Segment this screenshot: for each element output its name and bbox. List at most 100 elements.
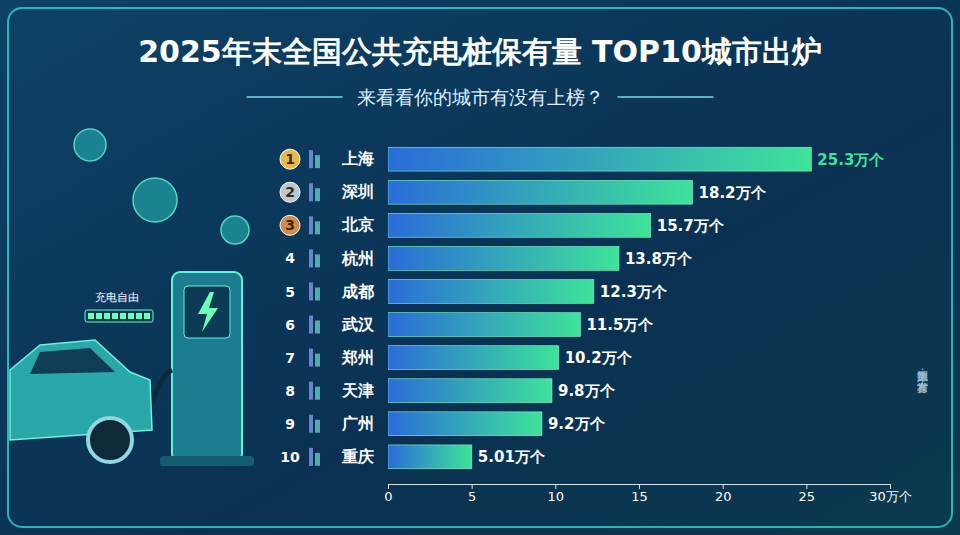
- tick: 5: [468, 484, 476, 504]
- category-label: 深圳: [341, 182, 374, 201]
- tick: 20: [715, 484, 732, 504]
- data-label: 9.2万个: [548, 415, 606, 433]
- tick-label: 10: [548, 489, 565, 504]
- rank: 5: [285, 284, 295, 300]
- tick: 15: [631, 484, 648, 504]
- battery-cell: [128, 313, 134, 319]
- rank: 8: [285, 383, 295, 399]
- title: 2025年末全国公共充电桩保有量 TOP10城市出炉: [138, 34, 822, 69]
- battery-cell: [144, 313, 150, 319]
- city-icon: [309, 183, 313, 201]
- icon-bubble: [221, 216, 249, 244]
- frame: [8, 8, 952, 527]
- subtitle-rule: [618, 96, 714, 98]
- rank: 7: [285, 350, 295, 366]
- charger-base: [160, 456, 254, 466]
- bar: [388, 213, 651, 237]
- city-icon: [315, 354, 320, 367]
- bars: [388, 147, 811, 468]
- rank: 3: [285, 217, 295, 233]
- city-icon: [315, 155, 320, 168]
- city-icon: [315, 453, 320, 466]
- category-tick: 重庆: [341, 447, 374, 466]
- data-label: 10.2万个: [565, 349, 633, 367]
- city-icon: [309, 282, 313, 300]
- illustration: [10, 129, 254, 466]
- battery-cell: [88, 313, 94, 319]
- background: [0, 0, 960, 535]
- car: [10, 340, 152, 440]
- tick: 10: [548, 484, 565, 504]
- battery-cell: [96, 313, 102, 319]
- bar: [388, 445, 472, 469]
- category-label: 广州: [341, 414, 374, 433]
- city-icon: [309, 349, 313, 367]
- tick: 25: [799, 484, 816, 504]
- y-axis: 上海深圳北京杭州成都武汉郑州天津广州重庆: [341, 149, 375, 466]
- data-label: 25.3万个: [817, 151, 885, 169]
- rank-badge: [280, 182, 300, 202]
- category-label: 杭州: [341, 249, 374, 268]
- city-icon: [309, 448, 313, 466]
- battery-cell: [136, 313, 142, 319]
- city-icon: [309, 415, 313, 433]
- icon-bubble: [133, 178, 177, 222]
- bar: [388, 180, 693, 204]
- category-label: 郑州: [341, 348, 374, 367]
- rank: 6: [285, 317, 295, 333]
- battery: [85, 310, 153, 322]
- city-icon: [315, 387, 320, 400]
- category-tick: 杭州: [341, 249, 374, 268]
- battery-cell: [104, 313, 110, 319]
- tick: 30万个: [869, 484, 912, 504]
- city-icon: [309, 382, 313, 400]
- city-icon: [315, 254, 320, 267]
- rank: 10: [280, 449, 300, 465]
- city-icon: [309, 150, 313, 168]
- city-icon: [315, 287, 320, 300]
- car-window: [30, 348, 115, 374]
- rank: 1: [285, 151, 295, 167]
- rank-badge: [280, 149, 300, 169]
- bar: [388, 246, 619, 270]
- bar: [388, 147, 811, 171]
- city-icon: [315, 221, 320, 234]
- charger-screen: [184, 286, 230, 338]
- category-tick: 天津: [341, 381, 374, 400]
- category-tick: 武汉: [341, 315, 375, 334]
- tick-label: 30万个: [869, 489, 912, 504]
- ranks: 12345678910: [280, 149, 320, 466]
- rank: 4: [285, 250, 295, 266]
- category-label: 重庆: [341, 447, 374, 466]
- tick: 0: [384, 484, 392, 504]
- battery-cell: [112, 313, 118, 319]
- city-icon: [309, 249, 313, 267]
- city-icon: [309, 316, 313, 334]
- data-label: 9.8万个: [558, 382, 616, 400]
- data-label: 18.2万个: [699, 184, 767, 202]
- source: 数据来源：官方发布: [916, 362, 929, 394]
- city-icon: [315, 188, 320, 201]
- subtitle: 来看看你的城市有没有上榜？: [357, 86, 604, 108]
- category-tick: 成都: [341, 282, 374, 301]
- city-icon: [315, 420, 320, 433]
- rank-badge: [280, 215, 300, 235]
- category-label: 北京: [341, 215, 374, 234]
- rank: 9: [285, 416, 295, 432]
- bar: [388, 412, 542, 436]
- category-tick: 上海: [341, 149, 374, 168]
- data-label: 15.7万个: [657, 217, 725, 235]
- category-label: 武汉: [341, 315, 375, 334]
- icon-bubble: [74, 129, 106, 161]
- x-axis: 0 5 10 15 20 25 30万个: [384, 484, 911, 504]
- tick-label: 0: [384, 489, 392, 504]
- category-label: 成都: [341, 282, 374, 301]
- data-labels: 25.3万个 18.2万个 15.7万个 13.8万个 12.3万个 11.5万个 10.2…: [478, 151, 886, 467]
- category-tick: 深圳: [341, 182, 374, 201]
- tick-label: 5: [468, 489, 476, 504]
- data-label: 11.5万个: [586, 316, 654, 334]
- data-label: 13.8万个: [625, 250, 693, 268]
- category-label: 天津: [341, 381, 374, 400]
- data-label: 12.3万个: [600, 283, 668, 301]
- annotation: 充电自由: [95, 291, 139, 304]
